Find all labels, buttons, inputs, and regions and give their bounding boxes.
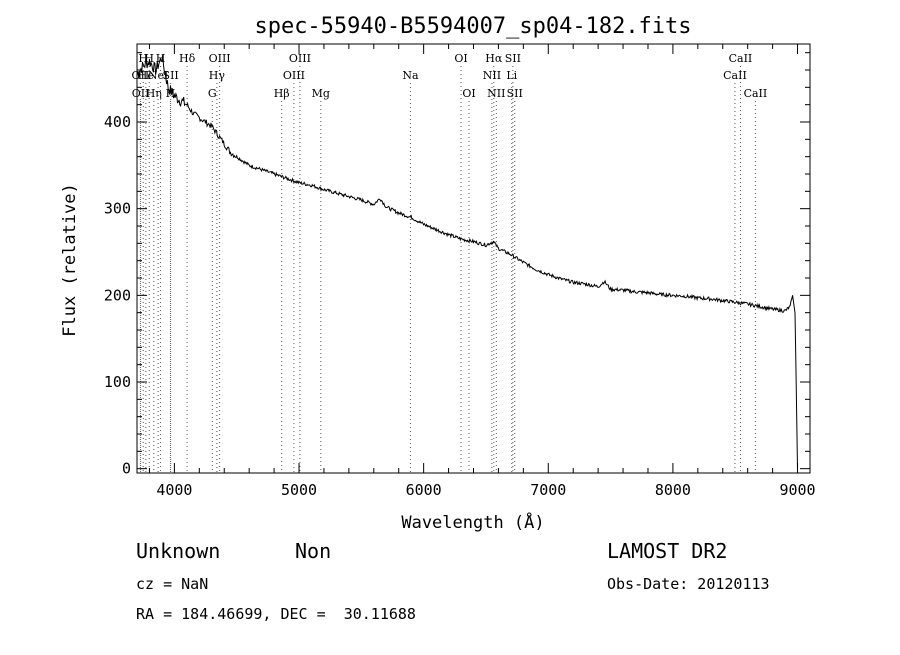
- spectral-line-label: OI: [454, 52, 467, 65]
- class-label: Unknown: [136, 539, 221, 563]
- plot-frame: [136, 43, 811, 474]
- spectral-line-label: OI: [462, 87, 475, 100]
- y-tick-label: 200: [104, 286, 131, 304]
- obs-date-label: Obs-Date: 20120113: [607, 575, 770, 593]
- x-tick-label: 5000: [281, 481, 317, 499]
- spectral-line-label: G: [208, 87, 217, 100]
- x-tick-label: 9000: [779, 481, 815, 499]
- y-axis-label: Flux (relative): [60, 183, 80, 337]
- x-tick-label: 4000: [156, 481, 192, 499]
- axis-ticks: 4000 5000 6000 7000 8000 9000 0 100 200 300 400: [104, 44, 816, 499]
- spectral-line-label: H: [166, 87, 176, 100]
- spectral-line-label: NII: [487, 87, 505, 100]
- survey-label: LAMOST DR2: [607, 539, 728, 563]
- y-tick-label: 100: [104, 373, 131, 391]
- spectral-line-label: NII: [483, 69, 501, 82]
- spectral-line-label: SII: [507, 87, 523, 100]
- spectral-line-label: CaII: [729, 52, 753, 65]
- redshift-label: cz = NaN: [136, 575, 209, 593]
- spectral-line-label: SII: [505, 52, 521, 65]
- spectral-line-label: Li: [506, 69, 517, 82]
- spectral-line-label: Hη: [146, 87, 162, 100]
- x-tick-label: 8000: [655, 481, 691, 499]
- x-axis-label: Wavelength (Å): [401, 511, 544, 533]
- chart-title: spec-55940-B5594007_sp04-182.fits: [254, 14, 691, 39]
- x-tick-label: 7000: [530, 481, 566, 499]
- spectrum-line: [136, 54, 798, 469]
- spectral-line-label: CaII: [744, 87, 768, 100]
- spectral-line-label: Hγ: [209, 69, 226, 82]
- x-tick-label: 6000: [406, 481, 442, 499]
- spectral-line-label: OIII: [209, 52, 231, 65]
- coordinates-label: RA = 184.46699, DEC = 30.11688: [136, 605, 416, 623]
- spectral-line-label: OIII: [289, 52, 311, 65]
- spectral-line-label: OII: [132, 87, 150, 100]
- spectral-line-label: Na: [402, 69, 419, 82]
- spectral-line-label: Hδ: [179, 52, 196, 65]
- spectral-line-label: Hβ: [274, 87, 290, 100]
- spectral-line-label: Mg: [312, 87, 330, 100]
- spectral-line-label: CaII: [723, 69, 747, 82]
- y-tick-label: 300: [104, 200, 131, 218]
- spectral-line-label: SII: [163, 69, 179, 82]
- spectral-line-label: OII: [132, 69, 150, 82]
- subclass-label: Non: [295, 539, 332, 563]
- spectral-line-label: H: [138, 52, 148, 65]
- spectral-line-label: Hα: [485, 52, 503, 65]
- spectral-line-label: OIII: [283, 69, 305, 82]
- y-tick-label: 0: [122, 460, 131, 478]
- y-tick-label: 400: [104, 113, 131, 131]
- spectral-line-label: H: [144, 52, 154, 65]
